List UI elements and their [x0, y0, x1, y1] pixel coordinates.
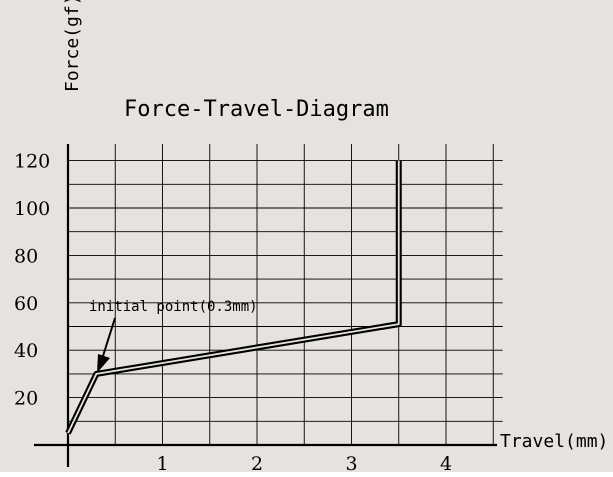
y-tick-label: 120: [14, 151, 50, 173]
annotation-arrow-head: [97, 354, 110, 373]
tick-labels: 1 2 3 4 20 40 60 80 100 120: [14, 151, 452, 475]
y-tick-label: 60: [14, 293, 38, 315]
x-tick-label: 2: [251, 453, 263, 472]
x-axis-label: Travel(mm): [500, 431, 608, 452]
chart-title: Force-Travel-Diagram: [124, 97, 389, 122]
annotation-text: initial point(0.3mm): [89, 299, 258, 315]
x-tick-label: 4: [440, 453, 452, 472]
y-tick-label: 20: [14, 388, 38, 410]
y-tick-label: 80: [14, 245, 38, 267]
series-line-inner: [67, 160, 400, 434]
x-tick-label: 3: [345, 453, 357, 472]
axes: [34, 144, 497, 467]
y-tick-label: 100: [14, 198, 50, 220]
annotation-arrow-line: [102, 317, 116, 357]
series-layer: [65, 160, 402, 435]
y-axis-label: Force(gf): [62, 0, 83, 92]
series-line-outer: [65, 160, 402, 435]
x-tick-label: 1: [156, 453, 168, 472]
grid: [68, 144, 503, 445]
annotation: initial point(0.3mm): [89, 299, 258, 373]
y-tick-label: 40: [14, 340, 38, 362]
